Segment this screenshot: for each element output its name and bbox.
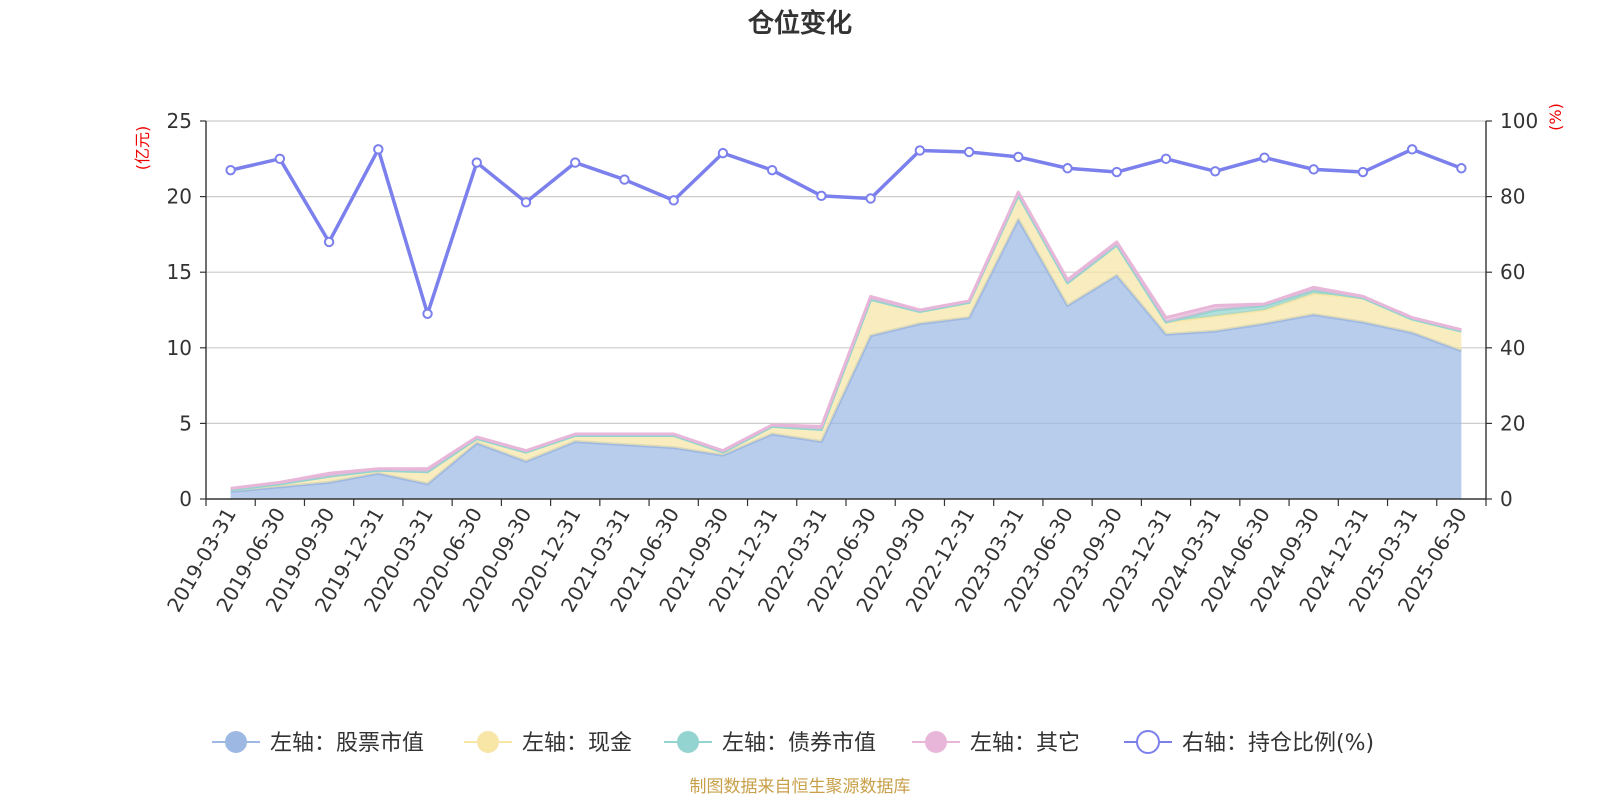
ratio-point (619, 174, 630, 185)
ratio-point (717, 147, 729, 159)
right-axis-unit: (%) (1546, 103, 1565, 131)
ratio-point (1210, 166, 1221, 177)
ratio-point (1160, 153, 1172, 165)
left-axis-unit: (亿元) (133, 126, 152, 171)
area-line-左轴：其它 (230, 190, 1462, 490)
ratio-point (225, 164, 236, 176)
legend-marker (1136, 730, 1160, 754)
left-tick-label: 15 (167, 260, 192, 284)
chart-title: 仓位变化 (747, 8, 852, 39)
ratio-point (422, 308, 433, 319)
left-tick-label: 5 (179, 411, 192, 435)
left-tick-label: 20 (167, 185, 192, 209)
ratio-line (225, 144, 1467, 319)
legend-marker (925, 731, 947, 753)
legend-marker (225, 731, 247, 753)
right-tick-label: 0 (1500, 487, 1513, 511)
ratio-point (1111, 166, 1122, 178)
left-tick-label: 25 (167, 109, 192, 133)
ratio-point (668, 195, 679, 206)
ratio-point (1456, 163, 1467, 174)
ratio-point (816, 190, 827, 202)
legend-label: 左轴：其它 (970, 731, 1080, 756)
ratio-point (1013, 151, 1024, 163)
ratio-point (963, 146, 975, 158)
legend-label: 左轴：现金 (522, 731, 632, 756)
ratio-point (1062, 163, 1073, 174)
right-tick-label: 100 (1500, 109, 1538, 133)
ratio-point (1259, 152, 1270, 163)
right-tick-label: 40 (1500, 336, 1525, 360)
ratio-point (914, 145, 926, 156)
ratio-point (373, 144, 384, 155)
ratio-point (1357, 166, 1369, 178)
legend: 左轴：股票市值 左轴：现金 左轴：债券市值 左轴：其它 右轴：持仓比例(%) (212, 730, 1374, 756)
right-tick-label: 20 (1500, 411, 1525, 435)
ratio-point (570, 157, 581, 168)
ratio-point (471, 157, 482, 168)
ratio-point (1406, 144, 1418, 155)
stacked-areas (230, 190, 1462, 499)
right-tick-label: 80 (1500, 185, 1525, 209)
legend-label: 左轴：股票市值 (270, 731, 424, 756)
ratio-point (1308, 164, 1319, 175)
ratio-point (865, 193, 876, 204)
legend-label: 右轴：持仓比例(%) (1182, 731, 1374, 756)
area-左轴：股票市值 (230, 219, 1462, 499)
legend-marker (677, 731, 699, 753)
ratio-point (766, 164, 778, 176)
right-tick-label: 60 (1500, 260, 1525, 284)
ratio-line-path (230, 147, 1463, 316)
left-tick-label: 10 (167, 336, 192, 360)
ratio-point (323, 236, 335, 248)
ratio-point (520, 197, 532, 208)
legend-label: 左轴：债券市值 (722, 731, 876, 756)
ratio-point (274, 153, 286, 165)
source-note: 制图数据来自恒生聚源数据库 (690, 777, 911, 797)
left-tick-label: 0 (179, 487, 192, 511)
legend-marker (477, 731, 499, 753)
